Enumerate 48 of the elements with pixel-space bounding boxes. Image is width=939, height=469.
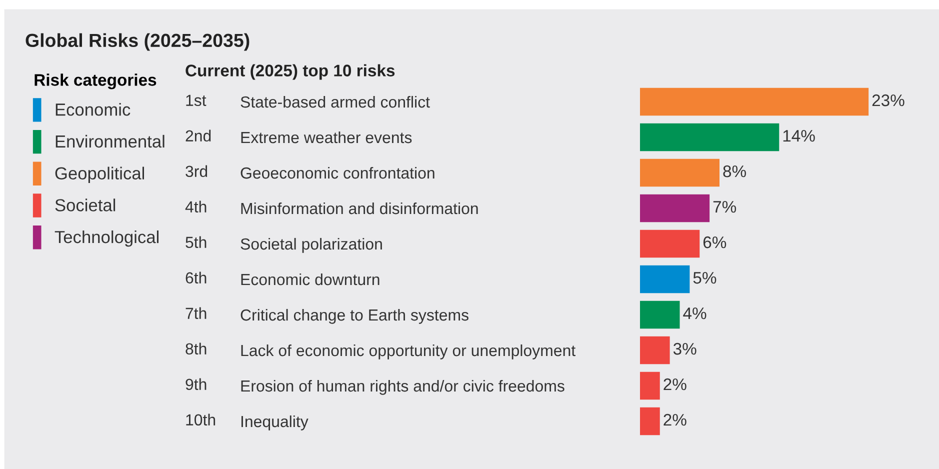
y-tick-label: State-based armed conflict (240, 96, 430, 108)
text: 10th (186, 414, 216, 426)
data-label: 4% (683, 307, 706, 320)
bar (640, 300, 680, 329)
text: 9th (186, 378, 206, 390)
y-tick-label: Extreme weather events (241, 131, 412, 144)
data-label: 6% (703, 236, 726, 248)
data-label: 5% (693, 272, 716, 284)
y-tick-label: Inequality (241, 415, 308, 430)
bar (640, 194, 710, 222)
text: Current (2025) top 10 risks (186, 64, 395, 80)
legend-label: Environmental (56, 134, 164, 148)
bar (640, 372, 660, 400)
data-label: 23% (872, 94, 904, 106)
y-tick-label: Economic downturn (241, 273, 380, 286)
legend-label: Societal (55, 198, 116, 212)
text: 7th (186, 307, 206, 320)
text: Global Risks (2025–2035) (26, 33, 250, 51)
bar (640, 407, 660, 436)
bar (640, 265, 690, 294)
text: 1st (186, 94, 206, 106)
text: 3rd (186, 165, 208, 178)
y-tick-label: Erosion of human rights and/or civic freedoms (241, 380, 564, 395)
bar (640, 158, 720, 187)
y-tick-label: Geoeconomic confrontation (240, 166, 434, 179)
y-tick-label: Misinformation and disinformation (241, 202, 478, 214)
bar (640, 88, 869, 116)
y-tick-label: Critical change to Earth systems (240, 308, 468, 324)
bar (640, 123, 780, 152)
data-label: 8% (723, 165, 746, 178)
legend-label: Economic (56, 103, 130, 116)
legend-title: Risk categories (34, 74, 156, 90)
data-label: 2% (664, 414, 686, 426)
bar (640, 230, 700, 258)
data-label: 7% (713, 200, 736, 213)
bar (640, 336, 670, 364)
legend-label: Technological (54, 230, 158, 247)
data-label: 3% (673, 342, 696, 355)
legend-label: Geopolitical (55, 166, 144, 183)
data-label: 2% (664, 378, 686, 390)
text: 5th (186, 236, 206, 248)
data-label: 14% (783, 130, 815, 142)
text: 8th (186, 342, 206, 355)
text: 6th (186, 272, 206, 284)
text: 2nd (186, 130, 211, 142)
y-tick-label: Societal polarization (240, 238, 382, 253)
text: 4th (185, 200, 206, 213)
y-tick-label: Lack of economic opportunity or unemployment (241, 344, 576, 360)
